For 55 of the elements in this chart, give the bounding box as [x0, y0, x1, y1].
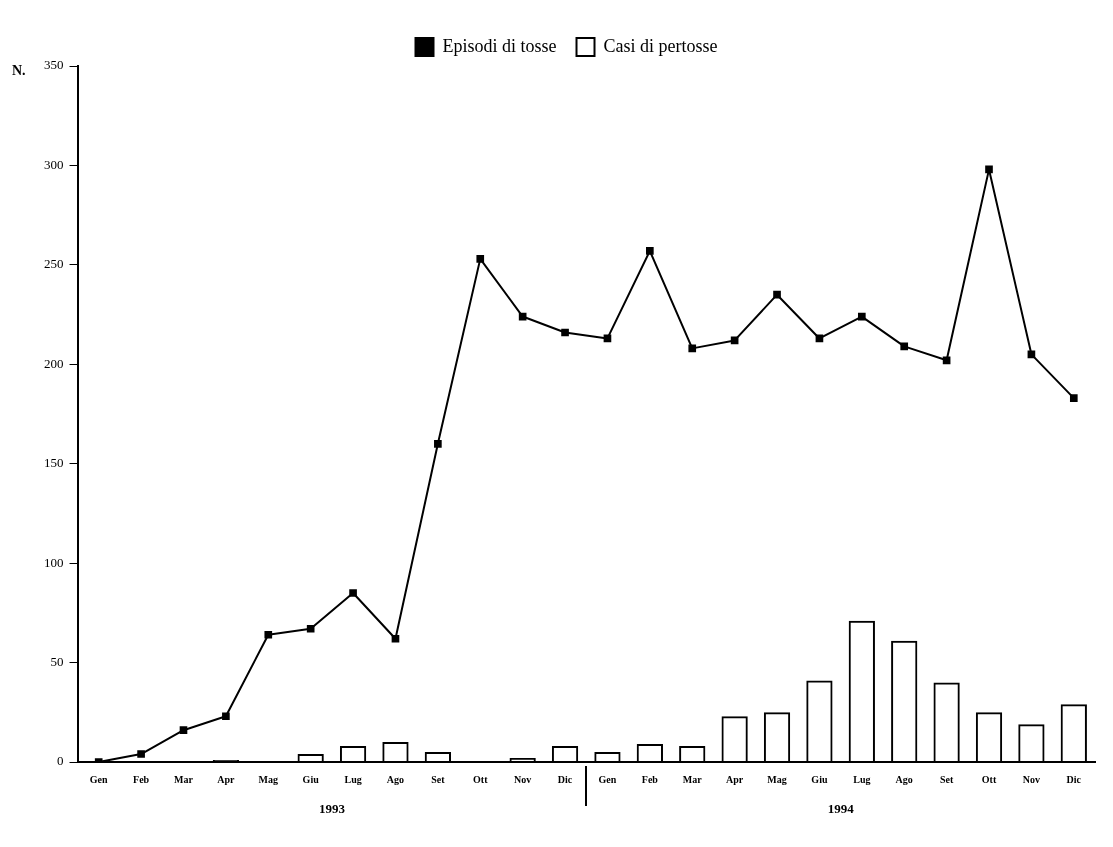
point [646, 247, 654, 255]
x-tick-label: Nov [1022, 773, 1041, 785]
x-tick-label: Feb [641, 773, 659, 785]
y-tick-label: 250 [44, 256, 64, 272]
point [773, 290, 781, 299]
x-tick-label: Mag [258, 773, 279, 785]
x-tick-label: Mar [682, 773, 703, 785]
point [306, 624, 315, 633]
point [688, 344, 697, 353]
x-tick-label: Mar [174, 773, 194, 785]
x-tick-label: Gen [89, 773, 109, 785]
legend-label: Episodi di tosse [442, 35, 557, 56]
x-tick-label: Ott [981, 773, 997, 785]
x-tick-label: Dic [557, 773, 573, 785]
point [391, 634, 400, 643]
y-tick-label: 0 [57, 753, 64, 769]
y-tick-label: 100 [44, 554, 64, 570]
x-tick-label: Ago [386, 773, 405, 785]
y-tick-label: 300 [44, 156, 64, 172]
point [476, 255, 485, 263]
x-tick-label: Ago [895, 773, 913, 785]
point [264, 630, 273, 639]
y-tick-label: 350 [44, 57, 64, 73]
point [985, 165, 993, 174]
x-tick-label: Nov [514, 773, 532, 785]
y-axis-title: N. [12, 62, 26, 78]
point [900, 342, 909, 351]
text: 1993 [318, 801, 346, 817]
x-tick-label: Set [431, 773, 446, 785]
point [137, 750, 145, 758]
x-tick-label: Mag [767, 773, 787, 785]
point [942, 356, 951, 365]
x-tick-label: Lug [853, 773, 871, 785]
legend-label: Casi di pertosse [603, 35, 718, 56]
text: 1994 [827, 801, 855, 817]
x-tick-label: Dic [1066, 773, 1082, 785]
y-tick-label: 50 [50, 653, 64, 669]
point [349, 589, 357, 597]
point [561, 328, 569, 337]
point [222, 712, 230, 721]
point [857, 312, 866, 321]
x-tick-label: Gen [598, 773, 617, 785]
x-tick-label: Apr [217, 773, 236, 785]
x-tick-label: Giu [811, 773, 828, 785]
x-tick-label: Giu [302, 773, 320, 785]
y-tick-label: 150 [44, 455, 64, 471]
x-tick-label: Ott [473, 773, 489, 785]
point [1069, 394, 1078, 402]
x-tick-label: Set [939, 773, 954, 785]
x-tick-label: Lug [344, 773, 362, 785]
x-tick-label: Feb [133, 773, 150, 785]
point [434, 440, 442, 448]
point [179, 726, 188, 735]
y-tick-label: 200 [44, 355, 64, 371]
x-tick-label: Apr [726, 773, 744, 785]
